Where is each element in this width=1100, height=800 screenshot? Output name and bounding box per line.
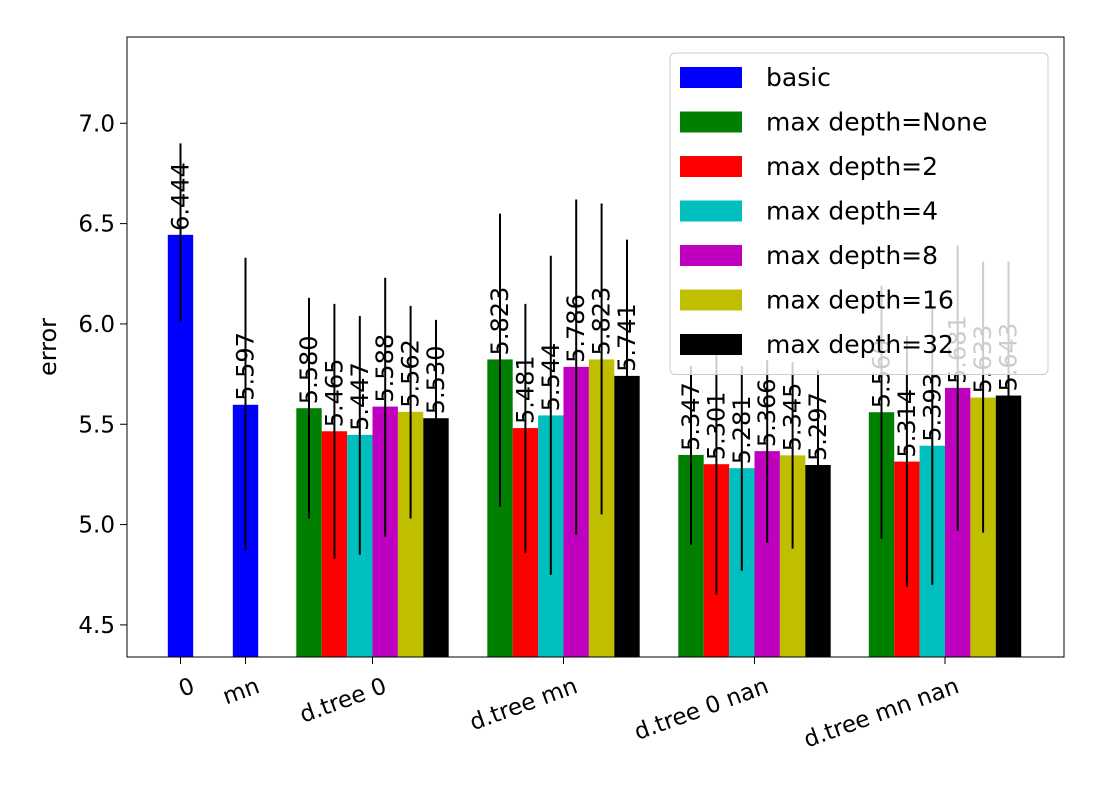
value-label-d-tree-0-max-depth-8: 5.588 — [371, 334, 399, 403]
legend-swatch-max-depth-16 — [680, 289, 742, 311]
value-label-d-tree-mn-nan-max-depth-2: 5.314 — [893, 389, 921, 458]
value-label-d-tree-0-max-depth-4: 5.447 — [346, 362, 374, 431]
value-label-d-tree-0-max-depth-none: 5.580 — [295, 335, 323, 404]
value-label-d-tree-0-max-depth-32: 5.530 — [422, 346, 450, 415]
value-label-d-tree-0-max-depth-2: 5.465 — [320, 359, 348, 428]
value-label-d-tree-0-nan-max-depth-16: 5.345 — [779, 383, 807, 452]
value-label-d-tree-mn-max-depth-16: 5.823 — [588, 287, 616, 356]
y-tick-label: 6.5 — [78, 212, 115, 238]
y-tick-label: 4.5 — [78, 613, 115, 639]
legend-label-max-depth-8: max depth=8 — [766, 241, 938, 270]
value-label-d-tree-mn-max-depth-32: 5.741 — [613, 303, 641, 372]
value-label-mn-basic: 5.597 — [232, 332, 260, 401]
value-label-d-tree-mn-max-depth-8: 5.786 — [562, 294, 590, 363]
y-axis-label: error — [34, 318, 62, 376]
legend-swatch-max-depth-2 — [680, 156, 742, 177]
plot-frame — [126, 36, 1065, 658]
legend-label-max-depth-32: max depth=32 — [766, 330, 954, 359]
legend-swatch-max-depth-32 — [680, 334, 742, 355]
y-tick-label: 7.0 — [78, 111, 115, 137]
value-label-d-tree-0-nan-max-depth-none: 5.347 — [677, 382, 705, 451]
value-label-d-tree-0-nan-max-depth-8: 5.366 — [753, 378, 781, 447]
value-label-d-tree-mn-max-depth-4: 5.544 — [537, 343, 565, 412]
legend-label-max-depth-2: max depth=2 — [766, 152, 938, 181]
legend-label-max-depth-4: max depth=4 — [766, 197, 938, 226]
legend-swatch-max-depth-8 — [680, 245, 742, 266]
legend-label-max-depth-none: max depth=None — [766, 108, 987, 137]
value-label-d-tree-0-nan-max-depth-32: 5.297 — [804, 392, 832, 461]
value-label-d-tree-0-nan-max-depth-2: 5.301 — [702, 391, 730, 460]
value-label-d-tree-0-nan-max-depth-4: 5.281 — [728, 395, 756, 464]
legend-swatch-max-depth-4 — [680, 200, 742, 222]
value-label-d-tree-mn-max-depth-none: 5.823 — [486, 287, 514, 356]
value-label-d-tree-mn-nan-max-depth-4: 5.393 — [918, 373, 946, 442]
y-tick-label: 5.5 — [78, 412, 115, 438]
legend-box — [669, 52, 1049, 375]
legend-label-max-depth-16: max depth=16 — [766, 286, 954, 315]
legend-swatch-max-depth-none — [680, 111, 742, 133]
value-label-0-basic: 6.444 — [167, 162, 195, 231]
legend-label-basic: basic — [766, 63, 831, 92]
value-label-d-tree-0-max-depth-16: 5.562 — [397, 339, 425, 408]
legend-swatch-basic — [680, 67, 742, 88]
y-tick-label: 6.0 — [78, 312, 115, 338]
legend: basic max depth=None max depth=2 max depth=… — [669, 52, 1049, 375]
y-tick-label: 5.0 — [78, 513, 115, 539]
value-label-d-tree-mn-max-depth-2: 5.481 — [511, 355, 539, 424]
